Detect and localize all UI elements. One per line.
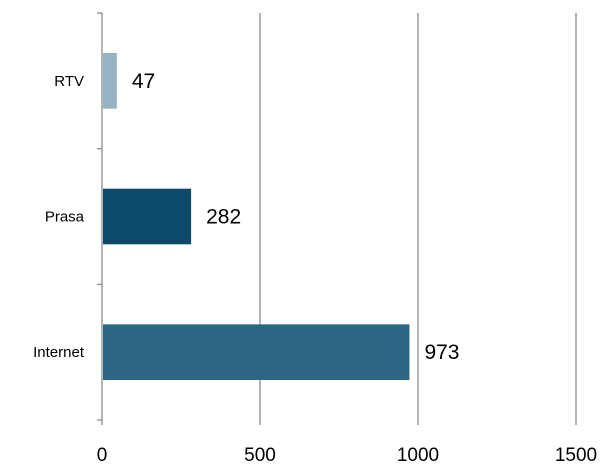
x-tick-label: 0 xyxy=(97,445,108,466)
category-label: Internet xyxy=(33,344,85,361)
data-label: 47 xyxy=(132,70,155,93)
data-label: 973 xyxy=(424,341,459,364)
bar-prasa xyxy=(103,188,192,245)
x-tick-label: 500 xyxy=(244,445,276,466)
category-label: RTV xyxy=(54,73,84,90)
x-tick-label: 1000 xyxy=(397,445,439,466)
data-label: 282 xyxy=(206,206,241,229)
axes xyxy=(97,12,103,425)
bars xyxy=(103,53,410,380)
labels: 47 RTV 282 Prasa 973 Internet 0 500 1000 1500 xyxy=(33,70,597,466)
x-tick-label: 1500 xyxy=(555,445,597,466)
category-label: Prasa xyxy=(45,209,85,226)
bar-internet xyxy=(103,324,410,380)
bar-rtv xyxy=(103,53,117,109)
